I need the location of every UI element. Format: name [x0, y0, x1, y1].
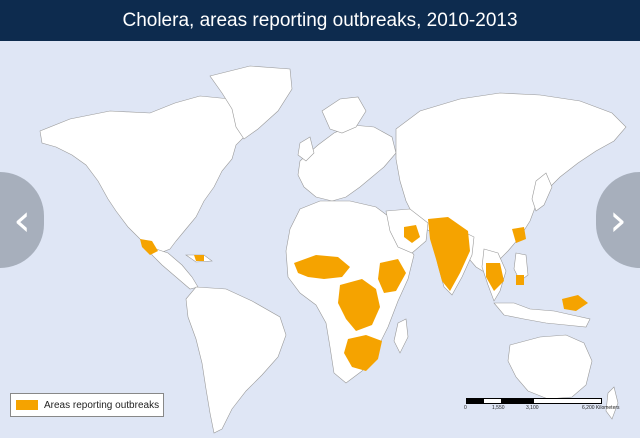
legend-label: Areas reporting outbreaks [44, 399, 160, 411]
map-title: Cholera, areas reporting outbreaks, 2010… [0, 0, 640, 41]
chevron-left-icon: ‹ [13, 194, 31, 246]
outbreak-east-africa [378, 259, 406, 293]
outbreak-se-asia [486, 263, 504, 291]
scale-segment [501, 399, 534, 403]
outbreak-png [562, 295, 588, 311]
japan [531, 172, 553, 212]
uk [297, 136, 315, 162]
legend-swatch [16, 400, 38, 410]
outbreak-central-africa [338, 279, 380, 331]
europe [297, 124, 397, 202]
australia [507, 334, 593, 400]
outbreak-haiti [194, 255, 204, 261]
outbreak-southern-africa [344, 335, 382, 371]
map-legend: Areas reporting outbreaks [10, 393, 164, 417]
indonesia [493, 302, 591, 328]
chevron-right-icon: › [609, 194, 627, 246]
scale-label-1: 1,550 [492, 405, 505, 411]
greenland [209, 65, 293, 140]
asia [395, 92, 627, 274]
outbreak-south-asia [428, 217, 470, 291]
madagascar [393, 318, 409, 354]
scale-bar: 0 1,550 3,100 6,200 Kilometers [462, 398, 632, 420]
outbreak-china [512, 227, 526, 243]
outbreak-philippines [516, 275, 524, 285]
north-america [39, 95, 263, 254]
scale-track [466, 398, 602, 404]
outbreak-mexico [140, 239, 158, 255]
new-zealand [605, 386, 619, 420]
scale-label-3: 6,200 Kilometers [582, 405, 620, 411]
outbreak-middle-east [404, 225, 420, 243]
south-america [185, 286, 287, 434]
scandinavia [321, 96, 367, 134]
outbreak-west-africa [294, 255, 350, 279]
central-america [149, 246, 199, 290]
scale-segment [467, 399, 484, 403]
scale-label-2: 3,100 [526, 405, 539, 411]
world-map [39, 65, 627, 434]
scale-label-0: 0 [464, 405, 467, 411]
